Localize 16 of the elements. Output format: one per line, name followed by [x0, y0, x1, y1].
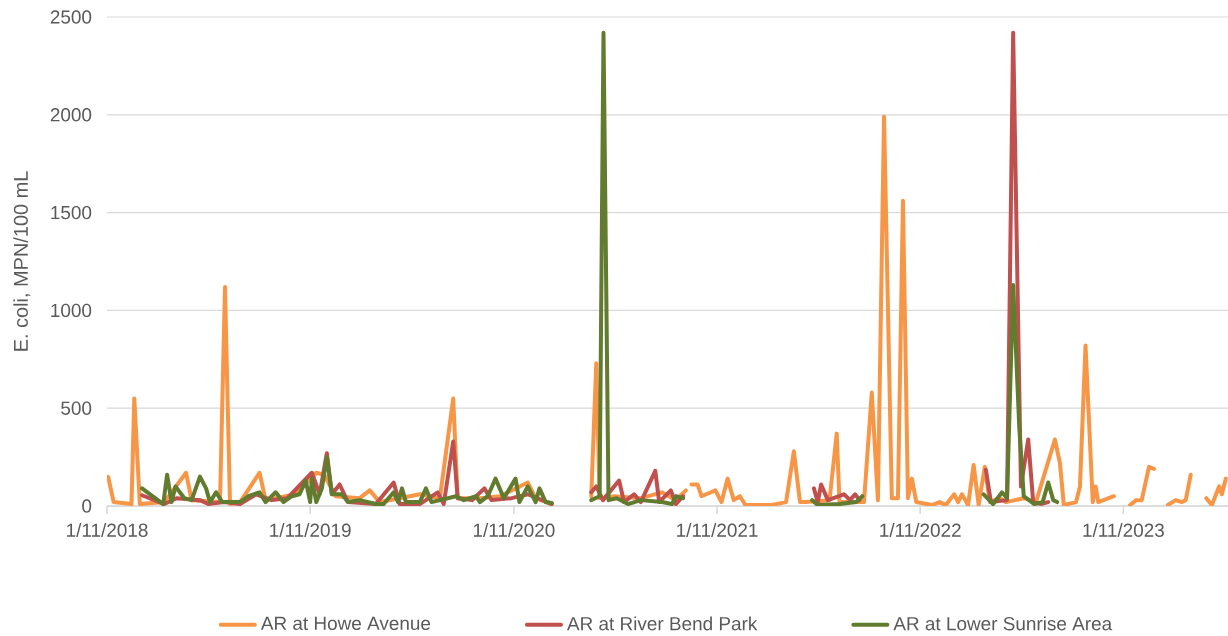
- x-tick-label: 1/11/2021: [677, 523, 758, 537]
- y-tick-label: 500: [61, 401, 92, 415]
- y-tick-label: 1500: [51, 205, 92, 220]
- y-tick-label: 2500: [50, 10, 92, 24]
- y-tick-label: 0: [82, 499, 92, 513]
- x-tick-label: 1/11/2020: [473, 523, 555, 537]
- legend-label: AR at Howe Avenue: [260, 616, 431, 631]
- legend-label: AR at River Bend Park: [566, 616, 758, 631]
- legend-label: AR at Lower Sunrise Area: [893, 616, 1113, 631]
- y-axis-title: E. coli, MPN/100 mL: [13, 171, 31, 351]
- x-tick-label: 1/11/2022: [880, 523, 961, 537]
- y-tick-label: 2000: [50, 108, 92, 122]
- y-tick-label: 1000: [51, 303, 92, 318]
- x-tick-label: 1/11/2019: [270, 523, 351, 537]
- x-tick-label: 1/11/2023: [1083, 523, 1164, 537]
- x-tick-label: 1/11/2018: [67, 523, 148, 537]
